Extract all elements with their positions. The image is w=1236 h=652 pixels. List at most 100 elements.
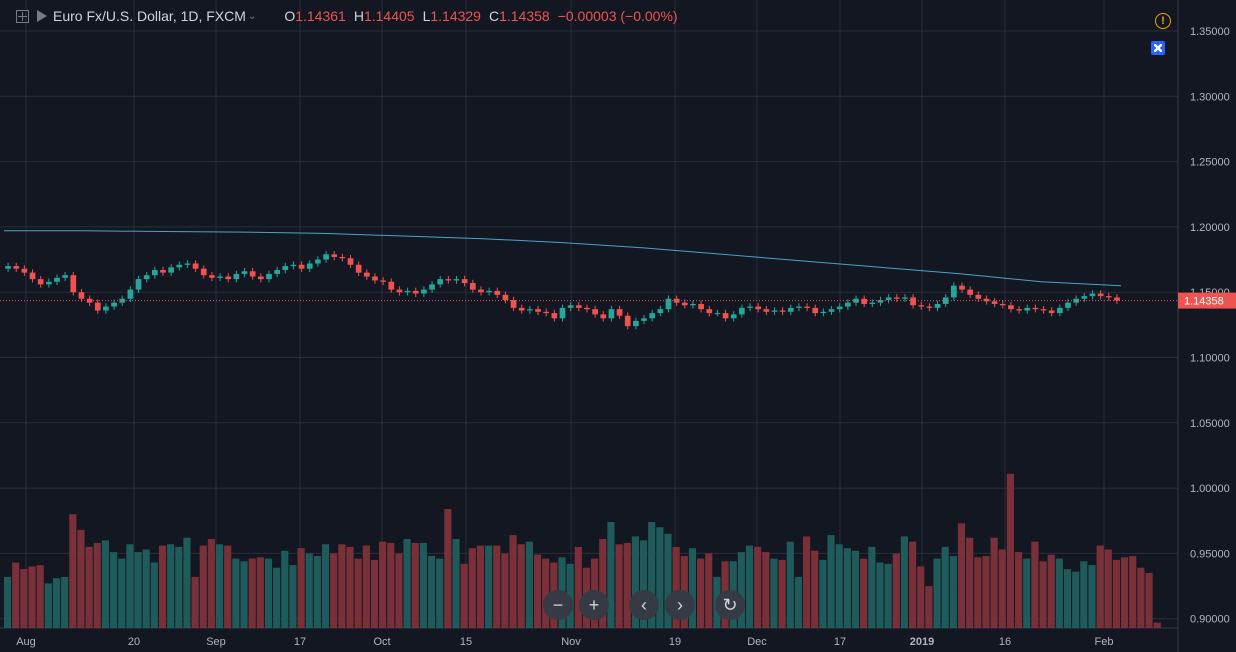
volume-bar [224,545,232,628]
volume-bar [998,549,1006,628]
candle-body [959,285,965,290]
volume-bar [631,536,639,628]
candle-body [1065,302,1071,308]
volume-bar [672,546,680,628]
volume-bar [183,537,191,628]
volume-bar [1088,565,1096,628]
volume-bar [1129,556,1137,628]
x-tick-label: 17 [294,636,306,648]
y-tick-label: 1.30000 [1190,91,1230,103]
volume-bar [803,536,811,628]
candle-body [160,269,166,273]
volume-bar [370,559,379,628]
volume-bar [1055,558,1063,628]
candle-body [257,276,264,280]
candle-body [151,269,158,276]
volume-bar [427,556,436,628]
volume-bar [688,548,697,628]
y-tick-label: 1.10000 [1190,353,1230,365]
candle-body [999,303,1006,306]
zoom-out-button[interactable]: − [543,590,573,620]
volume-bar [118,558,126,628]
volume-bar [1080,561,1088,628]
flag-icon[interactable] [37,10,47,22]
volume-bar [1031,541,1039,628]
volume-bar [941,546,949,628]
volume-bar [232,558,240,628]
open-value: 1.14361 [295,8,346,24]
volume-bar [599,539,607,628]
volume-bar [794,576,803,628]
candle-body [885,297,892,301]
candle-body [241,271,248,274]
volume-bar [1063,569,1072,628]
candle-body [437,279,444,285]
candle-body [633,320,639,327]
alert-icon[interactable]: ! [1155,13,1171,29]
candle-body [209,275,215,278]
volume-bar [517,544,525,628]
volume-bar [273,567,281,628]
logo-icon[interactable] [1151,41,1165,55]
candle-body [1097,293,1104,297]
volume-bar [656,527,664,628]
candle-body [445,279,452,281]
x-tick-label: Oct [373,636,390,648]
chevron-down-icon[interactable]: ⌄ [247,10,257,22]
candle-body [1056,307,1063,314]
candle-body [796,306,802,308]
candle-body [494,290,501,295]
volume-bar [305,553,313,628]
candle-body [469,283,476,290]
candle-body [836,306,843,310]
candle-body [29,272,36,280]
candle-body [551,313,558,319]
candle-body [339,256,346,259]
candle-body [535,309,541,312]
candle-body [1040,309,1047,311]
scroll-right-button[interactable]: › [665,590,695,620]
volume-bar [330,553,338,628]
candle-body [396,289,403,293]
x-tick-label: 15 [460,636,472,648]
candle-body [804,306,810,308]
volume-bar [175,546,183,628]
volume-bar [705,553,713,628]
candle-body [975,294,982,299]
candle-body [592,309,598,315]
candle-body [714,313,721,315]
volume-bar [199,545,207,628]
candle-body [70,275,77,293]
candle-body [249,271,256,277]
x-tick-label: Dec [747,636,767,648]
candle-body [404,290,411,293]
candle-body [698,303,704,310]
volume-bar [664,533,672,628]
candle-body [347,258,354,265]
candle-body [127,289,134,299]
expand-icon[interactable] [16,9,29,23]
candle-body [869,302,876,304]
candle-body [624,315,631,327]
volume-bar [1104,549,1112,628]
scroll-left-button[interactable]: ‹ [629,590,659,620]
candle-body [559,307,566,319]
volume-bar [126,544,134,628]
candle-body [331,254,338,257]
volume-bar [313,556,321,628]
zoom-in-button[interactable]: + [579,590,609,620]
candle-body [486,290,492,293]
candle-body [37,279,44,285]
candle-body [282,266,289,270]
symbol-name[interactable]: Euro Fx/U.S. Dollar, 1D, FXCM [53,8,246,24]
volume-bar [917,566,925,628]
volume-bar [256,557,264,628]
reset-button[interactable]: ↻ [715,590,745,620]
candle-body [21,268,28,273]
candle-body [274,269,280,274]
close-value: 1.14358 [499,8,550,24]
volume-bar [403,539,411,628]
candle-body [600,314,607,319]
candle-body [681,302,688,306]
